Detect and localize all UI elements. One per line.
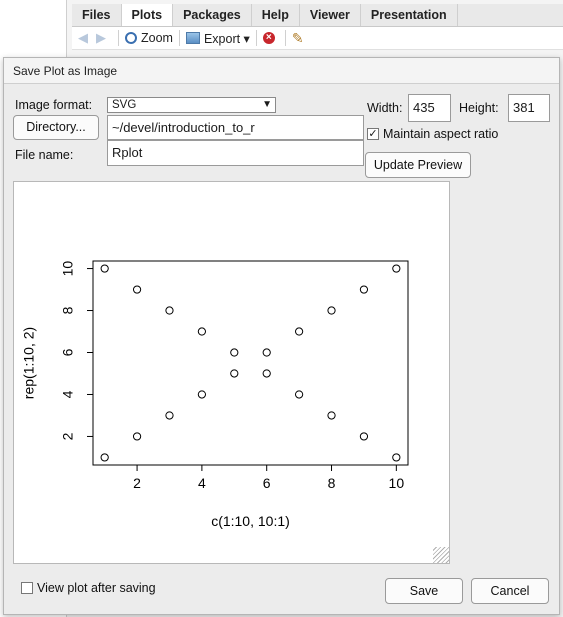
forward-arrow-icon[interactable]: ▶ bbox=[96, 31, 112, 45]
tab-packages[interactable]: Packages bbox=[173, 4, 252, 26]
scatter-point bbox=[263, 370, 270, 377]
height-input[interactable]: 381 bbox=[508, 94, 550, 122]
update-preview-button[interactable]: Update Preview bbox=[365, 152, 471, 178]
export-label: Export ▾ bbox=[204, 31, 250, 46]
zoom-label: Zoom bbox=[141, 31, 173, 45]
image-format-value: SVG bbox=[112, 99, 136, 111]
scatter-point bbox=[393, 265, 400, 272]
scatter-point bbox=[133, 286, 140, 293]
directory-button[interactable]: Directory... bbox=[13, 115, 99, 140]
width-label: Width: bbox=[367, 101, 402, 115]
image-format-select[interactable]: SVG ▼ bbox=[107, 97, 276, 113]
scatter-point bbox=[231, 370, 238, 377]
scatter-point bbox=[198, 391, 205, 398]
y-tick-label: 2 bbox=[60, 432, 76, 440]
clear-all-button[interactable]: ✎ bbox=[292, 31, 310, 45]
y-tick-label: 4 bbox=[60, 390, 76, 398]
chevron-down-icon: ▼ bbox=[262, 98, 272, 112]
toolbar-divider bbox=[285, 30, 286, 46]
scatter-point bbox=[360, 286, 367, 293]
scatter-point bbox=[231, 349, 238, 356]
scatter-point bbox=[296, 328, 303, 335]
x-tick-label: 4 bbox=[198, 475, 206, 491]
tab-plots[interactable]: Plots bbox=[122, 4, 174, 26]
pane-tabbar: Files Plots Packages Help Viewer Present… bbox=[72, 4, 563, 27]
maintain-aspect-label: Maintain aspect ratio bbox=[383, 127, 498, 141]
cancel-button[interactable]: Cancel bbox=[471, 578, 549, 604]
y-tick-label: 6 bbox=[60, 348, 76, 356]
export-button[interactable]: Export ▾ bbox=[186, 31, 250, 46]
scatter-point bbox=[328, 307, 335, 314]
scatter-plot: 2 4 6 8 10 2 4 6 8 10 c(1:10, 10:1) rep(1:10, 2) bbox=[14, 182, 449, 563]
x-tick-label: 2 bbox=[133, 475, 141, 491]
scatter-point bbox=[101, 265, 108, 272]
dialog-title: Save Plot as Image bbox=[4, 58, 559, 84]
view-after-saving-label: View plot after saving bbox=[37, 581, 156, 595]
width-input[interactable]: 435 bbox=[408, 94, 451, 122]
tab-files[interactable]: Files bbox=[72, 4, 122, 26]
view-after-saving-checkbox[interactable] bbox=[21, 582, 33, 594]
toolbar-divider bbox=[256, 30, 257, 46]
y-tick-label: 10 bbox=[60, 261, 76, 277]
save-button[interactable]: Save bbox=[385, 578, 463, 604]
y-tick-label: 8 bbox=[60, 306, 76, 314]
scatter-point bbox=[101, 454, 108, 461]
height-label: Height: bbox=[459, 101, 499, 115]
file-name-input[interactable]: Rplot bbox=[107, 140, 364, 166]
scatter-point bbox=[166, 412, 173, 419]
remove-plot-button[interactable]: × bbox=[263, 32, 279, 44]
y-axis-title: rep(1:10, 2) bbox=[21, 327, 37, 399]
plots-toolbar: ◀ ▶ Zoom Export ▾ × ✎ bbox=[72, 27, 563, 50]
scatter-point bbox=[360, 433, 367, 440]
zoom-button[interactable]: Zoom bbox=[125, 31, 173, 45]
image-format-label: Image format: bbox=[15, 98, 92, 112]
x-tick-label: 6 bbox=[263, 475, 271, 491]
toolbar-divider bbox=[179, 30, 180, 46]
scatter-point bbox=[328, 412, 335, 419]
resize-grip-icon[interactable] bbox=[433, 547, 449, 563]
maintain-aspect-checkbox[interactable]: ✓ bbox=[367, 128, 379, 140]
tab-help[interactable]: Help bbox=[252, 4, 300, 26]
scatter-point bbox=[166, 307, 173, 314]
scatter-point bbox=[198, 328, 205, 335]
scatter-point bbox=[296, 391, 303, 398]
file-name-label: File name: bbox=[15, 148, 73, 162]
toolbar-divider bbox=[118, 30, 119, 46]
x-axis-title: c(1:10, 10:1) bbox=[211, 513, 290, 529]
save-plot-dialog: Save Plot as Image Image format: SVG ▼ D… bbox=[3, 57, 560, 615]
back-arrow-icon[interactable]: ◀ bbox=[78, 31, 94, 45]
remove-plot-icon: × bbox=[263, 32, 275, 44]
zoom-icon bbox=[125, 32, 137, 44]
broom-icon: ✎ bbox=[292, 31, 306, 45]
scatter-point bbox=[393, 454, 400, 461]
directory-path-field: ~/devel/introduction_to_r bbox=[107, 115, 364, 140]
plot-preview: 2 4 6 8 10 2 4 6 8 10 c(1:10, 10:1) rep(1:10, 2) bbox=[13, 181, 450, 564]
export-icon bbox=[186, 32, 200, 44]
scatter-point bbox=[133, 433, 140, 440]
scatter-point bbox=[263, 349, 270, 356]
x-tick-label: 10 bbox=[389, 475, 405, 491]
tab-presentation[interactable]: Presentation bbox=[361, 4, 458, 26]
x-tick-label: 8 bbox=[328, 475, 336, 491]
tab-viewer[interactable]: Viewer bbox=[300, 4, 361, 26]
